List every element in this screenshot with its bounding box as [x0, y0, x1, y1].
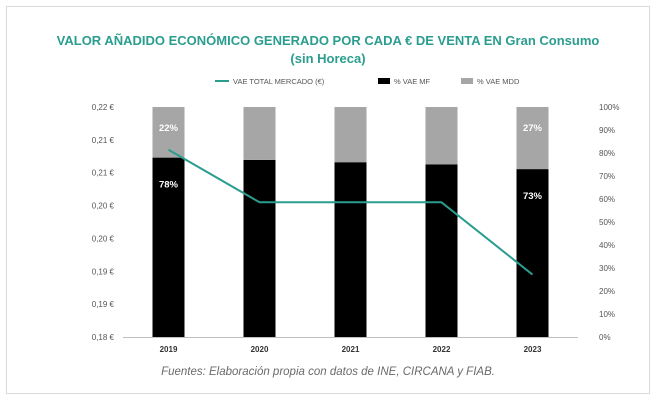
- x-axis-category-label: 2020: [251, 345, 269, 354]
- right-axis-tick-label: 50%: [599, 218, 615, 227]
- bar-mdd: [425, 107, 458, 165]
- legend-label: % VAE MF: [394, 77, 431, 86]
- source-note: Fuentes: Elaboración propia con datos de…: [161, 366, 495, 378]
- data-label: 27%: [523, 123, 543, 134]
- chart-subtitle: (sin Horeca): [290, 51, 366, 66]
- bar-mf: [516, 169, 549, 337]
- right-axis-tick-label: 30%: [599, 264, 615, 273]
- right-axis-tick-label: 10%: [599, 310, 615, 319]
- legend-mf-swatch: [378, 78, 390, 84]
- right-axis-tick-label: 100%: [599, 103, 619, 112]
- bar-mf: [152, 157, 185, 337]
- right-axis-tick-label: 80%: [599, 149, 615, 158]
- left-axis-tick-label: 0,18 €: [92, 333, 115, 342]
- bar-mf: [425, 164, 458, 337]
- right-axis-tick-label: 70%: [599, 172, 615, 181]
- right-axis-tick-label: 40%: [599, 241, 615, 250]
- left-axis-tick-label: 0,19 €: [92, 300, 115, 309]
- right-axis-tick-label: 0%: [599, 333, 611, 342]
- left-axis-tick-label: 0,20 €: [92, 202, 115, 211]
- chart-title: VALOR AÑADIDO ECONÓMICO GENERADO POR CAD…: [56, 33, 600, 48]
- legend-mdd-swatch: [461, 78, 473, 84]
- left-axis-tick-label: 0,20 €: [92, 234, 115, 243]
- left-axis-tick-label: 0,21 €: [92, 169, 115, 178]
- data-label: 73%: [523, 191, 543, 202]
- bar-mdd: [334, 107, 367, 163]
- data-label: 22%: [159, 123, 179, 134]
- bar-mf: [243, 159, 276, 337]
- x-axis-category-label: 2019: [160, 345, 178, 354]
- left-axis-tick-label: 0,19 €: [92, 267, 115, 276]
- x-axis-category-label: 2022: [433, 345, 451, 354]
- legend-label: % VAE MDD: [477, 77, 520, 86]
- right-axis-tick-label: 90%: [599, 126, 615, 135]
- data-label: 78%: [159, 180, 179, 191]
- right-axis-tick-label: 60%: [599, 195, 615, 204]
- x-axis-category-label: 2021: [342, 345, 360, 354]
- bar-mdd: [152, 107, 185, 158]
- x-axis-category-label: 2023: [524, 345, 542, 354]
- bar-mdd: [243, 107, 276, 160]
- left-axis-tick-label: 0,22 €: [92, 103, 115, 112]
- left-axis-tick-label: 0,21 €: [92, 136, 115, 145]
- bar-mdd: [516, 107, 549, 170]
- right-axis-tick-label: 20%: [599, 287, 615, 296]
- bar-mf: [334, 162, 367, 337]
- legend-label: VAE TOTAL MERCADO (€): [233, 77, 325, 86]
